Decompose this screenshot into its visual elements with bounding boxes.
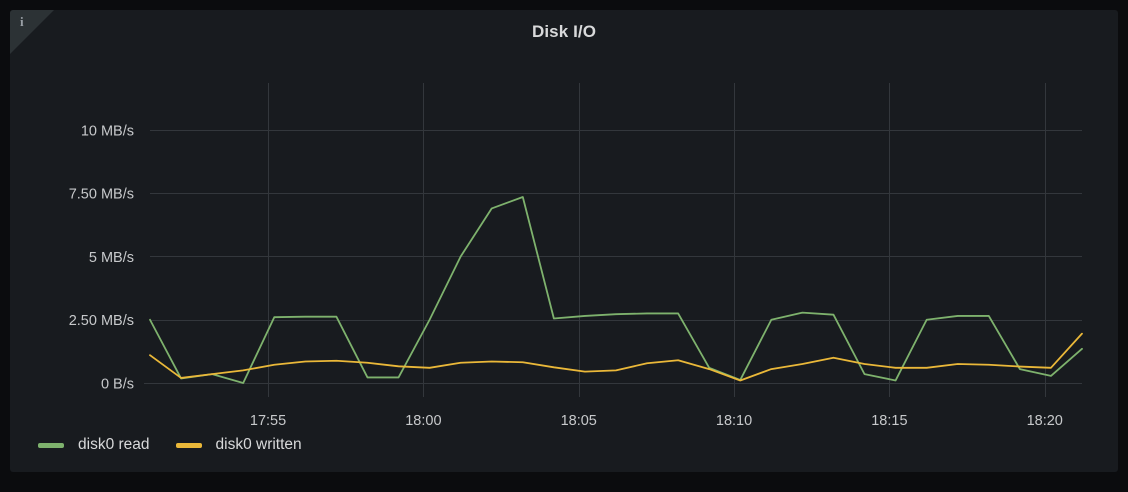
y-axis-tick-label: 7.50 MB/s [69,187,134,203]
panel-corner-ribbon [10,10,54,54]
series-layer [149,196,1083,384]
x-axis-labels: 17:55 18:00 18:05 18:10 18:15 18:20 [250,413,1063,429]
series-line-disk0-written [149,332,1083,382]
legend-color-swatch [175,442,202,448]
series-line-disk0-read [149,196,1083,384]
disk-io-line-chart: 0 B/s 2.50 MB/s 5 MB/s 7.50 MB/s 10 MB/s 17:… [69,83,1083,429]
y-axis-tick-label: 5 MB/s [89,250,134,266]
x-axis-tick-label: 18:20 [1027,413,1063,429]
y-axis-tick-label: 0 B/s [101,377,134,393]
x-axis-tick-label: 17:55 [250,413,286,429]
y-axis-labels: 0 B/s 2.50 MB/s 5 MB/s 7.50 MB/s 10 MB/s [69,123,134,392]
panel-title: Disk I/O [531,22,597,41]
x-axis-tick-label: 18:05 [561,413,597,429]
legend-item-disk0-written[interactable]: disk0 written [175,436,302,454]
chart-legend: disk0 read disk0 written [10,430,1118,460]
disk-io-panel: i Disk I/O 0 B/s 2.50 MB/s 5 MB/s 7.50 MB/s… [10,10,1118,472]
y-axis-tick-label: 2.50 MB/s [69,313,134,329]
legend-item-label: disk0 written [215,436,302,453]
info-icon[interactable]: i [20,14,24,29]
legend-item-label: disk0 read [78,436,150,453]
legend-color-swatch [38,442,64,448]
x-axis-tick-label: 18:15 [871,413,907,429]
legend-item-disk0-read[interactable]: disk0 read [38,436,150,454]
x-axis-tick-label: 18:00 [405,413,441,429]
x-axis-tick-label: 18:10 [716,413,752,429]
grid-layer [144,83,1082,397]
graph-area[interactable]: 0 B/s 2.50 MB/s 5 MB/s 7.50 MB/s 10 MB/s 17:… [10,54,1118,472]
y-axis-tick-label: 10 MB/s [81,123,134,139]
